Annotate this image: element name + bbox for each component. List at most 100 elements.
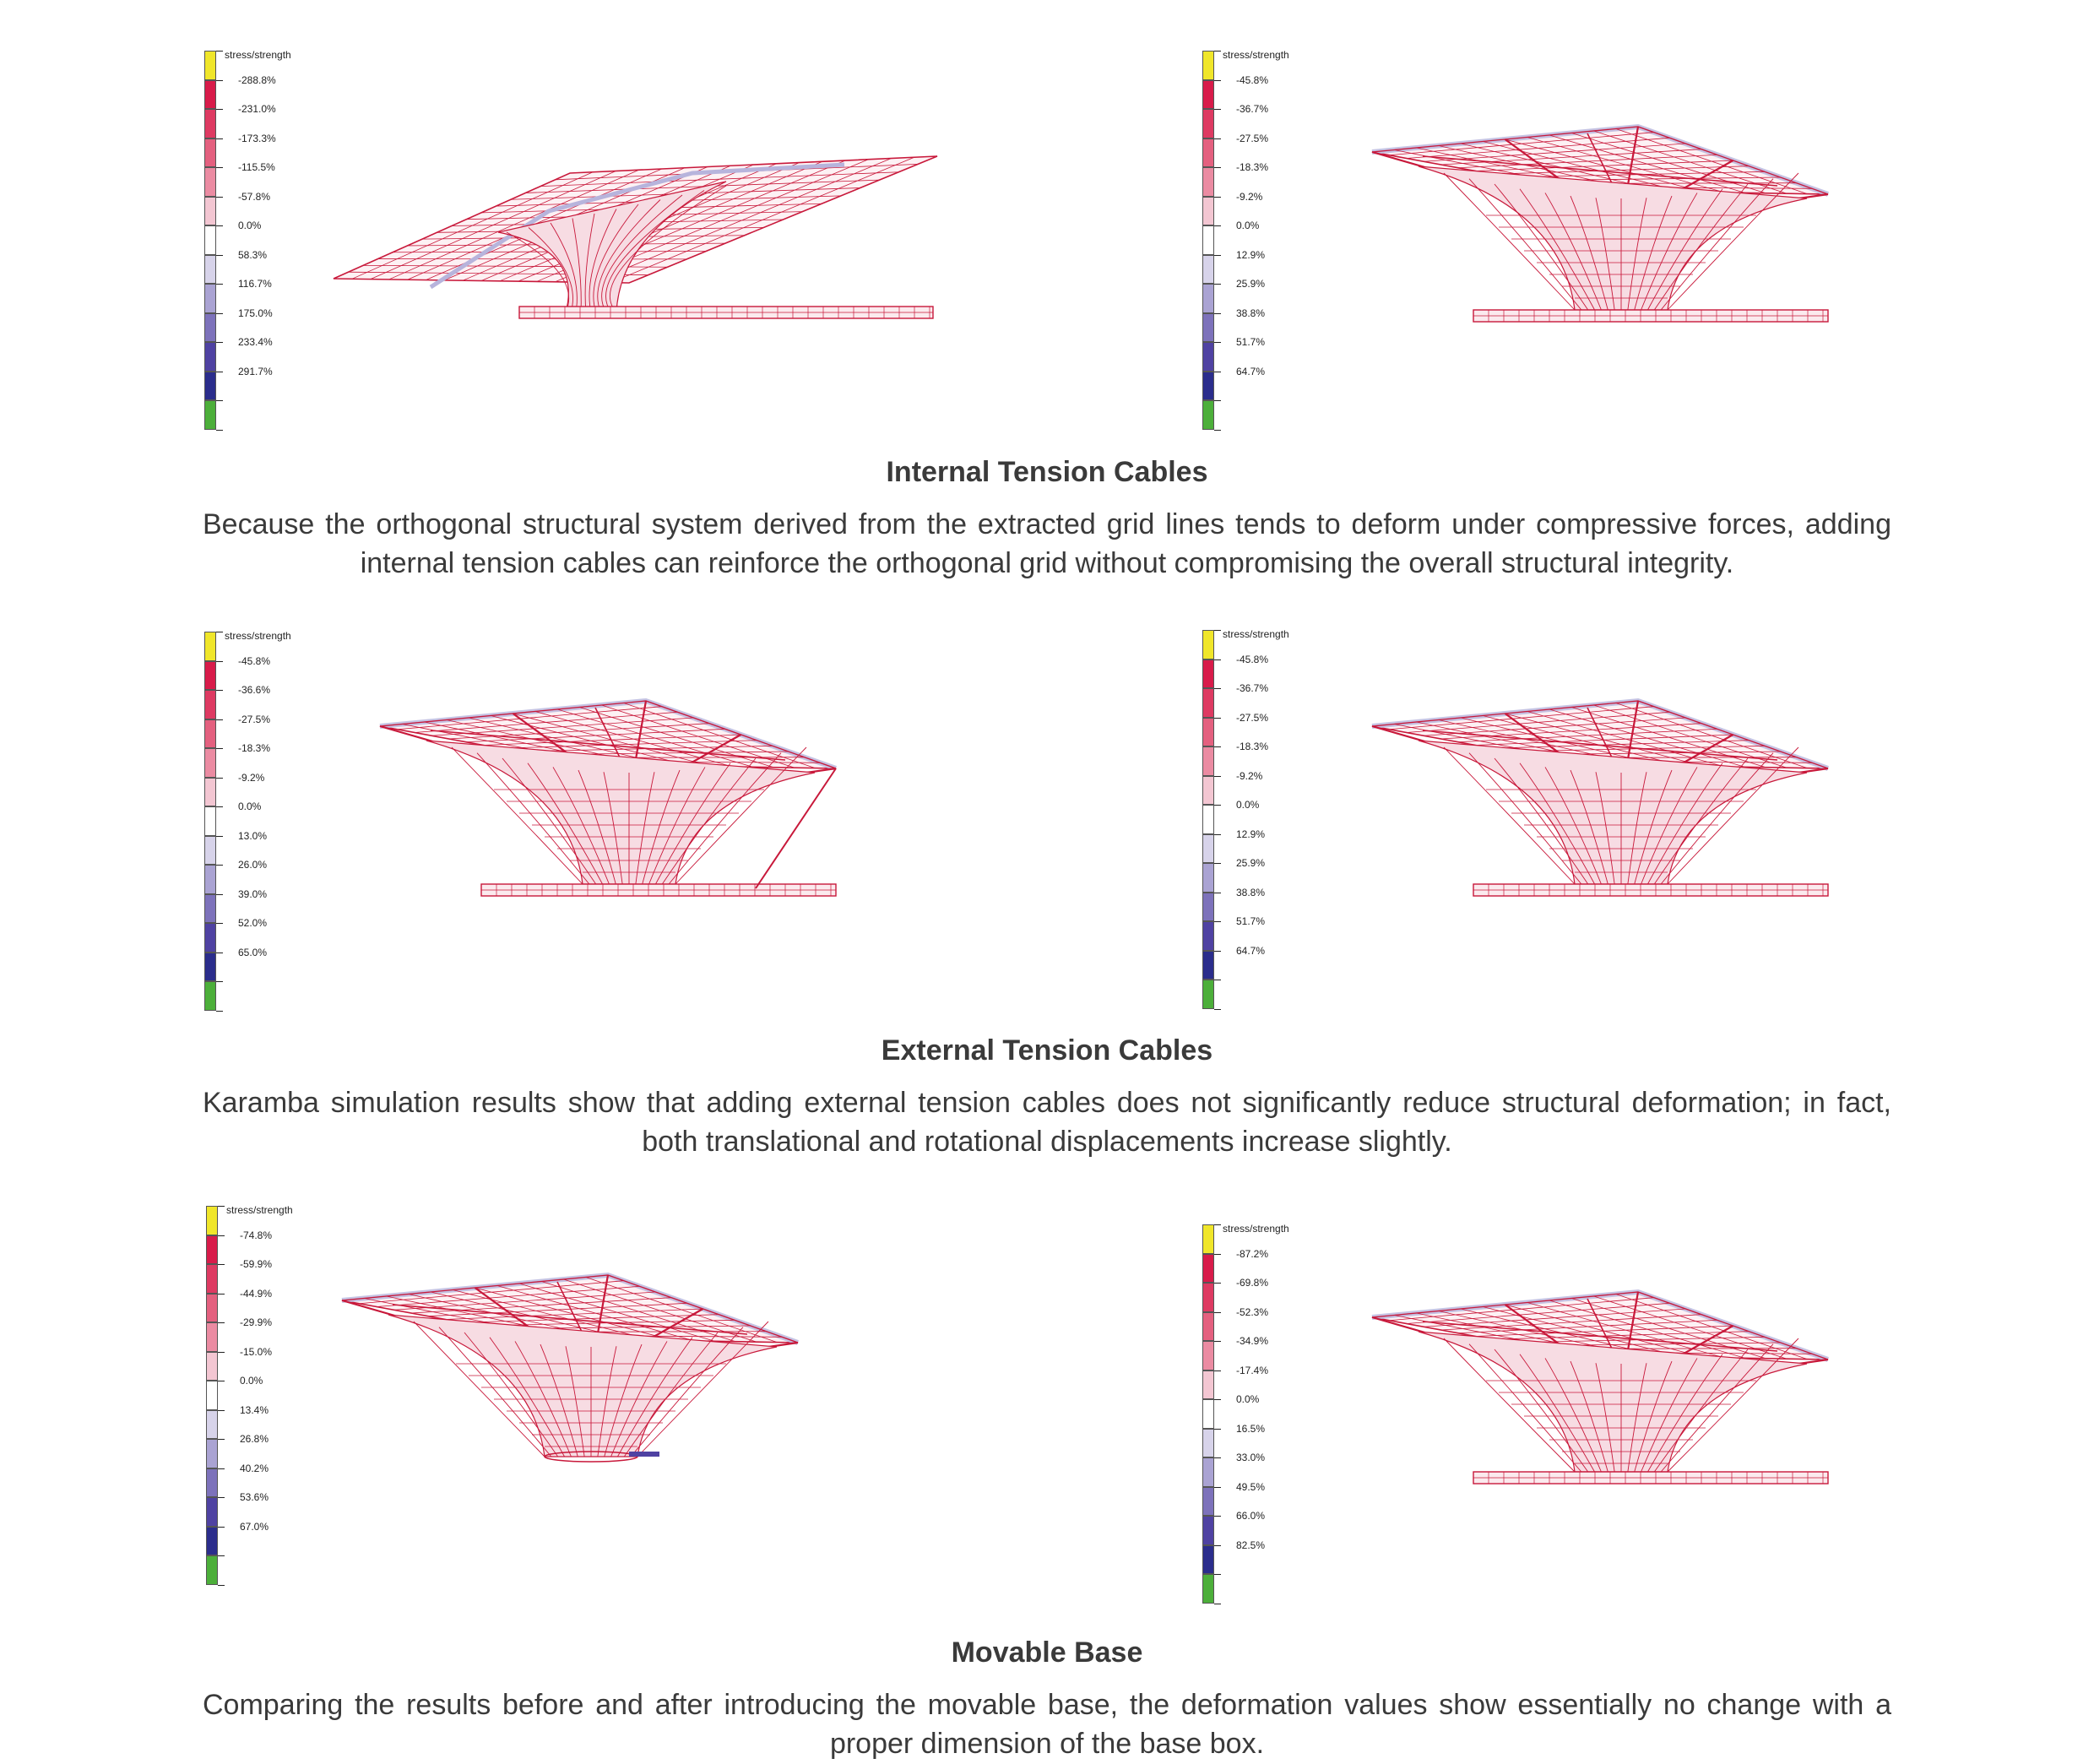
- legend-tick: [1214, 1544, 1221, 1546]
- legend-color-cell: [204, 284, 216, 313]
- legend-tick: [218, 1409, 225, 1411]
- column-strut: [528, 227, 573, 313]
- legend-value-label: 51.7%: [1236, 336, 1266, 348]
- column-strut: [584, 213, 595, 313]
- legend-color-cell: [1202, 1399, 1214, 1429]
- funnel-column: [497, 181, 727, 313]
- legend-tick: [1214, 1486, 1221, 1488]
- legend-value-label: -231.0%: [238, 103, 276, 115]
- column-strut: [604, 1343, 643, 1457]
- legend-value-label: 64.7%: [1236, 944, 1266, 957]
- legend-tick: [1214, 225, 1221, 226]
- column-strut: [1641, 767, 1698, 885]
- legend-color-cell: [204, 923, 216, 953]
- section-title-external-cables: External Tension Cables: [881, 1034, 1213, 1067]
- legend-color-cell: [1202, 109, 1214, 138]
- legend-value-label: 233.4%: [238, 336, 273, 348]
- column-strut: [1519, 763, 1595, 885]
- legend-tick: [218, 1526, 225, 1528]
- base-box: [480, 883, 837, 897]
- column-strut: [623, 1332, 719, 1457]
- legend-value-label: 0.0%: [1236, 1393, 1260, 1405]
- funnel-column: [426, 740, 816, 885]
- legend-tick: [1214, 312, 1221, 314]
- legend-tick: [1214, 717, 1221, 719]
- legend-tick: [1214, 1008, 1221, 1010]
- legend-tick: [216, 109, 223, 110]
- legend-value-label: 38.8%: [1236, 307, 1266, 319]
- legend-value-label: 65.0%: [238, 946, 268, 958]
- column-strut: [1667, 1338, 1799, 1473]
- column-strut: [1519, 1354, 1595, 1473]
- legend-tick: [216, 51, 223, 52]
- legend-tick: [216, 690, 223, 691]
- column-strut: [668, 752, 782, 885]
- legend-color-cell: [1202, 254, 1214, 284]
- legend-value-label: -59.9%: [240, 1258, 273, 1270]
- legend-value-label: -52.3%: [1236, 1305, 1269, 1318]
- legend-tick: [1214, 1516, 1221, 1517]
- legend-tick: [216, 167, 223, 168]
- legend-tick: [1214, 254, 1221, 256]
- legend-tick: [218, 1206, 225, 1207]
- legend-color-cell: [204, 893, 216, 923]
- legend-value-label: 82.5%: [1236, 1539, 1266, 1551]
- roof-grid-line: [1615, 1294, 1808, 1360]
- legend-color-cell: [1202, 1341, 1214, 1370]
- legend-tick: [218, 1322, 225, 1323]
- legend-color-cell: [1202, 79, 1214, 109]
- column-strut: [1627, 772, 1647, 885]
- roof-brace: [1422, 730, 1778, 761]
- legend-tick: [218, 1293, 225, 1295]
- column-strut: [550, 222, 578, 313]
- column-strut: [661, 757, 757, 885]
- legend-color-cell: [1202, 196, 1214, 225]
- column-strut: [1443, 746, 1576, 885]
- legend-color-cell: [1202, 1253, 1214, 1283]
- roof-brace: [430, 730, 786, 761]
- legend-color-cell: [1202, 921, 1214, 951]
- column-strut: [605, 190, 705, 313]
- legend-value-label: -36.6%: [238, 684, 271, 696]
- legend-value-label: 33.0%: [1236, 1452, 1266, 1463]
- legend-color-cell: [1202, 980, 1214, 1009]
- column-strut: [1641, 193, 1698, 311]
- legend-title: stress/strength: [1223, 49, 1289, 61]
- legend-tick: [218, 1235, 225, 1236]
- column-strut: [1443, 1338, 1576, 1473]
- legend-tick: [1214, 1341, 1221, 1342]
- column-strut: [1634, 195, 1673, 311]
- legend-color-cell: [1202, 1516, 1214, 1545]
- column-strut: [642, 769, 681, 885]
- legend-value-label: 66.0%: [1236, 1510, 1266, 1522]
- legend-tick: [218, 1439, 225, 1440]
- legend-value-label: -173.3%: [238, 132, 276, 144]
- column-strut: [1641, 1358, 1698, 1473]
- legend-color-cell: [1202, 1574, 1214, 1604]
- legend-color-cell: [1202, 746, 1214, 776]
- legend-tick: [1214, 833, 1221, 835]
- column-strut: [489, 1337, 565, 1457]
- legend-color-cell: [204, 400, 216, 430]
- structure-model-5: [341, 1272, 800, 1463]
- column-strut: [1544, 767, 1602, 885]
- legend-value-label: 16.5%: [1236, 1422, 1266, 1435]
- legend-tick: [1214, 1253, 1221, 1255]
- legend-color-cell: [1202, 1224, 1214, 1254]
- legend-tick: [216, 342, 223, 343]
- legend-color-cell: [204, 632, 216, 661]
- legend-color-cell: [1202, 717, 1214, 746]
- column-strut: [1570, 195, 1608, 311]
- legend-tick: [1214, 1428, 1221, 1430]
- legend-tick: [1214, 1283, 1221, 1284]
- legend-value-label: -18.3%: [1236, 741, 1269, 752]
- legend-value-label: 0.0%: [1236, 220, 1260, 231]
- legend-tick: [1214, 138, 1221, 139]
- legend-value-label: 175.0%: [238, 307, 273, 319]
- column-strut: [527, 763, 603, 885]
- legend-tick: [216, 923, 223, 924]
- legend-tick: [1214, 1574, 1221, 1575]
- roof-grid-line: [610, 156, 914, 284]
- legend-tick: [1214, 630, 1221, 631]
- legend-value-label: 0.0%: [238, 801, 262, 812]
